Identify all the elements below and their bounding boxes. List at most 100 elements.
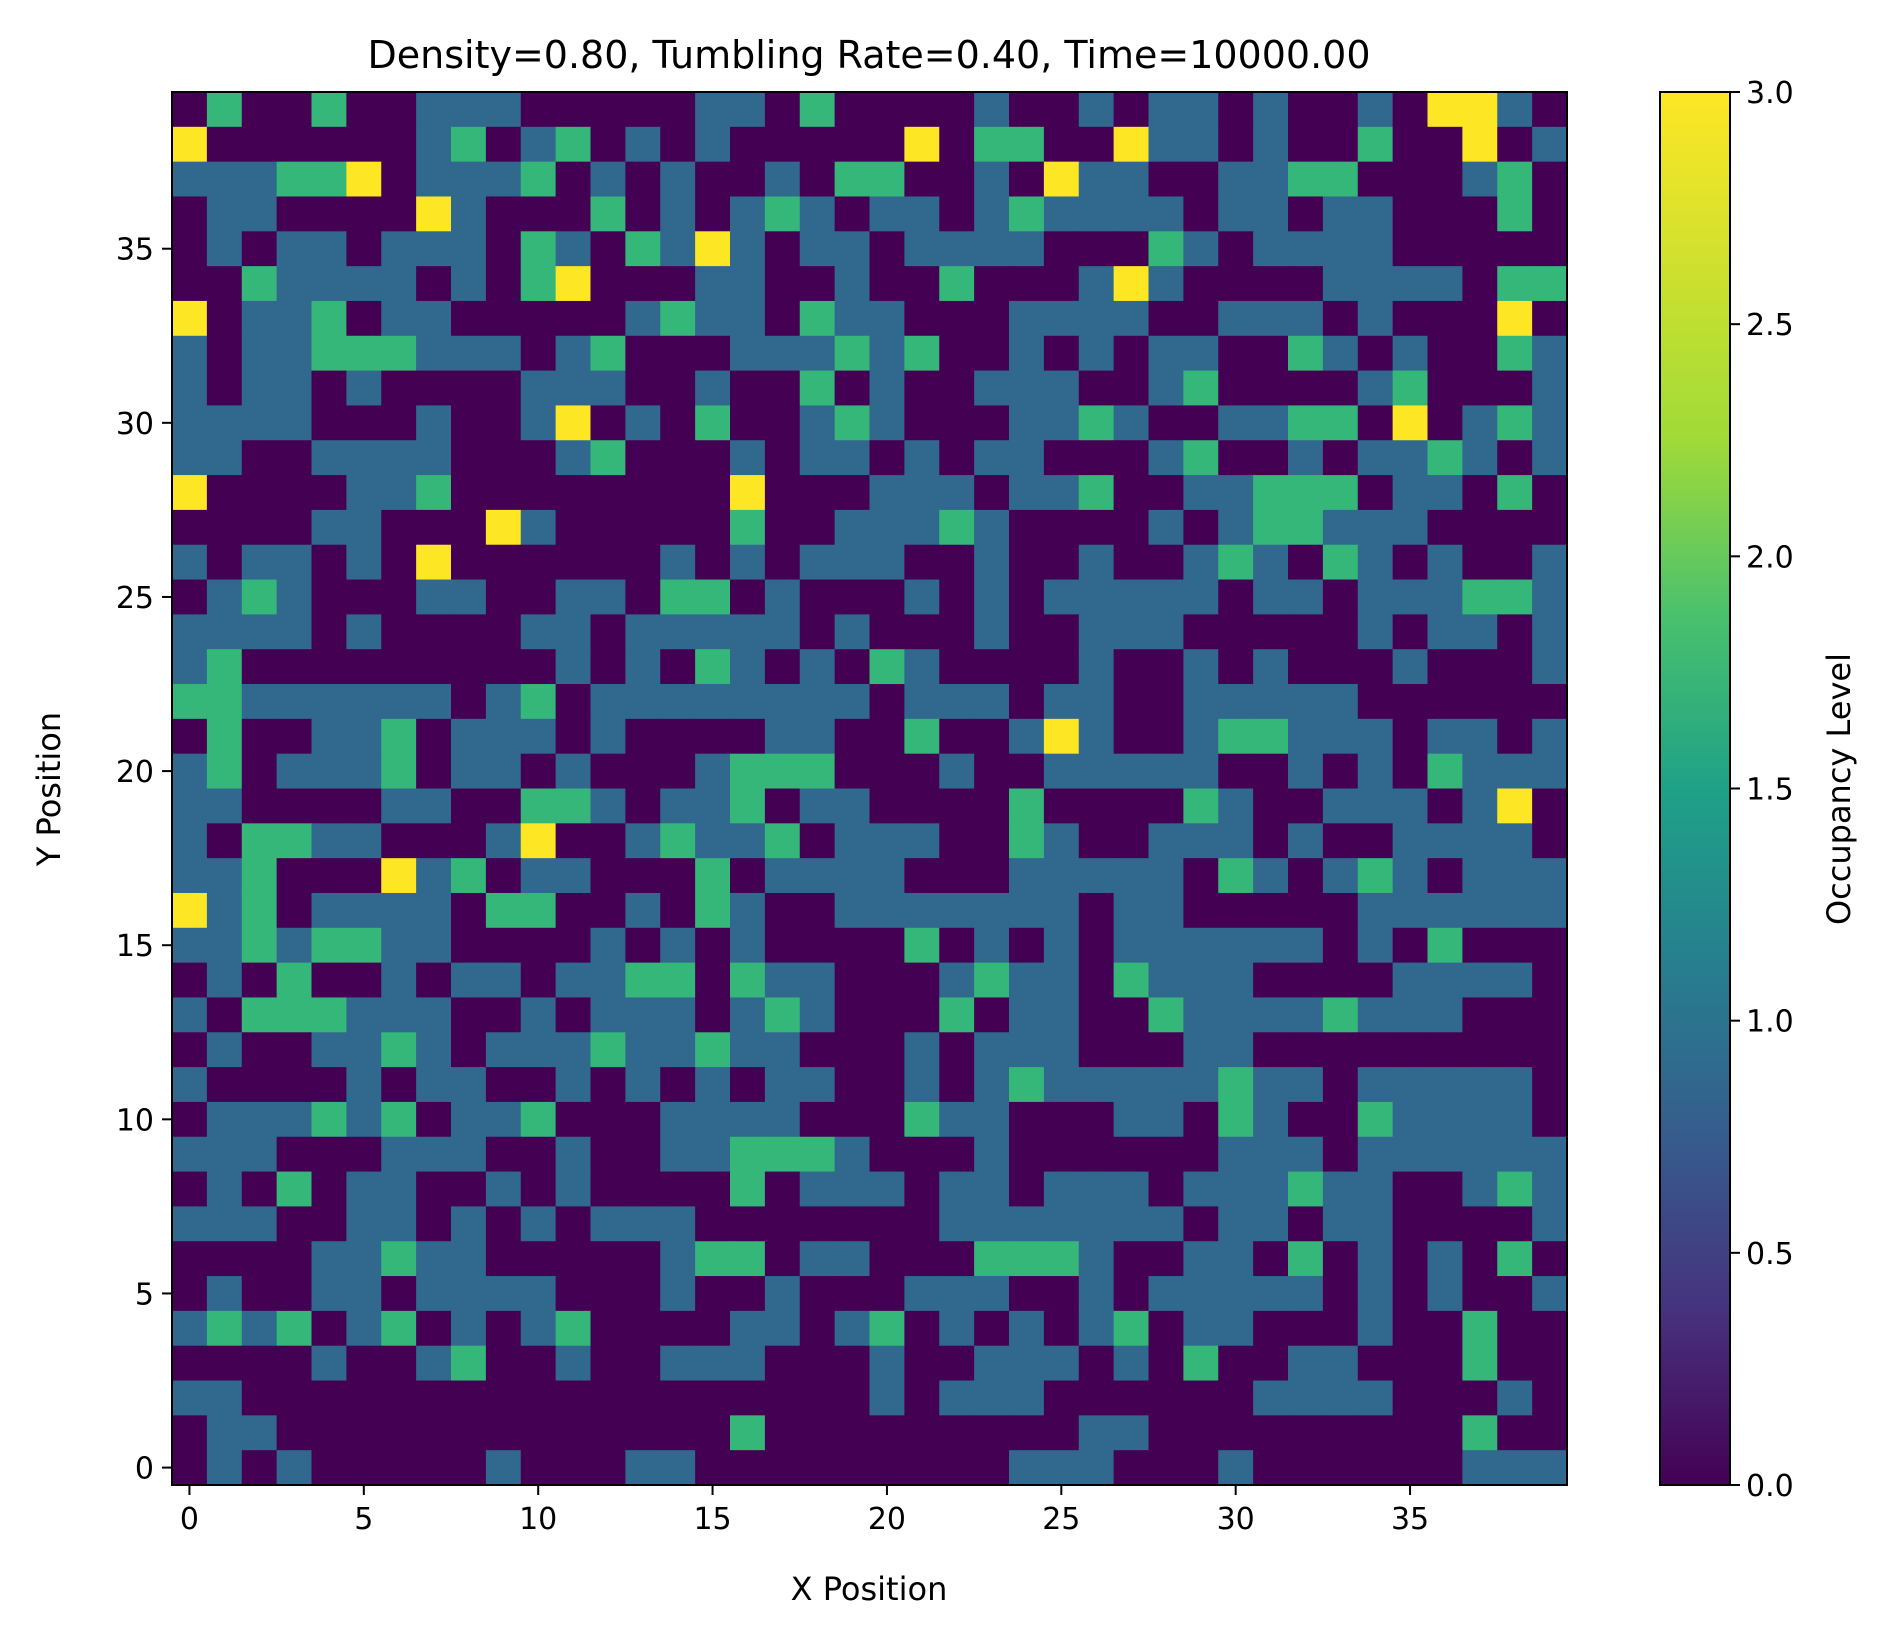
heatmap-cell [1113, 370, 1150, 407]
heatmap-cell [555, 892, 592, 929]
heatmap-cell [834, 1450, 871, 1486]
heatmap-cell [1392, 823, 1429, 859]
heatmap-cell [869, 370, 905, 407]
heatmap-cell [485, 509, 522, 546]
heatmap-cell [1427, 266, 1463, 302]
heatmap-cell [764, 1101, 801, 1138]
heatmap-cell [1183, 126, 1219, 163]
heatmap-cell [1497, 370, 1533, 407]
heatmap-cell [974, 544, 1010, 581]
heatmap-cell [346, 1032, 382, 1068]
heatmap-cell [1113, 1032, 1150, 1068]
heatmap-cell [834, 1310, 871, 1347]
heatmap-cell [660, 196, 696, 232]
heatmap-cell [799, 475, 836, 511]
heatmap-cell [416, 475, 452, 511]
heatmap-cell [485, 370, 522, 407]
heatmap-cell [555, 718, 592, 755]
heatmap-cell [346, 1310, 382, 1347]
heatmap-cell [1183, 718, 1219, 755]
heatmap-cell [1427, 475, 1463, 511]
heatmap-cell [730, 579, 766, 615]
heatmap-cell [1148, 92, 1184, 128]
heatmap-cell [799, 718, 836, 755]
heatmap-cell [1253, 823, 1289, 859]
heatmap-cell [416, 92, 452, 128]
heatmap-cell [590, 266, 626, 302]
heatmap-cell [206, 1067, 243, 1103]
heatmap-cell [1357, 1206, 1394, 1242]
heatmap-cell [1357, 196, 1394, 232]
heatmap-cell [1497, 927, 1533, 964]
heatmap-cell [346, 753, 382, 790]
heatmap-cell [555, 405, 592, 441]
heatmap-cell [695, 858, 731, 894]
heatmap-cell [660, 579, 696, 615]
heatmap-cell [695, 962, 731, 999]
heatmap-cell [1113, 1415, 1150, 1451]
heatmap-cell [520, 927, 557, 964]
heatmap-cell [1113, 1206, 1150, 1242]
heatmap-cell [764, 1067, 801, 1103]
heatmap-cell [1357, 1241, 1394, 1277]
heatmap-cell [1288, 1380, 1324, 1416]
heatmap-cell [695, 1310, 731, 1347]
heatmap-cell [346, 614, 382, 650]
heatmap-cell [1497, 684, 1533, 720]
heatmap-cell [451, 266, 487, 302]
heatmap-cell [1357, 997, 1394, 1033]
heatmap-cell [1218, 475, 1254, 511]
heatmap-cell [1427, 335, 1463, 372]
heatmap-cell [1253, 614, 1289, 650]
heatmap-cell [730, 335, 766, 372]
heatmap-cell [1078, 544, 1115, 581]
heatmap-cell [485, 753, 522, 790]
x-tick-label: 25 [1042, 1502, 1080, 1537]
heatmap-cell [625, 1276, 661, 1312]
heatmap-cell [1253, 231, 1289, 267]
heatmap-cell [660, 1101, 696, 1138]
heatmap-cell [625, 335, 661, 372]
heatmap-cell [660, 405, 696, 441]
heatmap-cell [1043, 509, 1080, 546]
y-axis-label: Y Position [30, 712, 68, 867]
heatmap-cell [869, 92, 905, 128]
heatmap-cell [1357, 1067, 1394, 1103]
heatmap-cell [520, 1415, 557, 1451]
heatmap-cell [1427, 614, 1463, 650]
heatmap-cell [904, 1345, 940, 1382]
heatmap-cell [1357, 266, 1394, 302]
heatmap-cell [381, 196, 417, 232]
heatmap-cell [904, 300, 940, 337]
heatmap-cell [520, 753, 557, 790]
heatmap-cell [1009, 1450, 1045, 1486]
heatmap-cell [1113, 1450, 1150, 1486]
heatmap-cell [799, 1101, 836, 1138]
heatmap-cell [346, 405, 382, 441]
heatmap-cell [416, 440, 452, 476]
heatmap-cell [172, 92, 208, 128]
heatmap-cell [1218, 1171, 1254, 1208]
heatmap-cell [276, 1450, 313, 1486]
heatmap-cell [172, 1450, 208, 1486]
heatmap-cell [241, 753, 278, 790]
heatmap-cell [834, 509, 871, 546]
heatmap-cell [1392, 475, 1429, 511]
heatmap-cell [1253, 475, 1289, 511]
heatmap-cell [485, 1310, 522, 1347]
heatmap-cell [1497, 544, 1533, 581]
heatmap-cell [206, 962, 243, 999]
heatmap-cell [834, 92, 871, 128]
heatmap-cell [904, 1276, 940, 1312]
heatmap-cell [1253, 718, 1289, 755]
heatmap-cell [1288, 300, 1324, 337]
heatmap-cell [1043, 1310, 1080, 1347]
heatmap-cell [1322, 1276, 1359, 1312]
heatmap-cell [1462, 962, 1498, 999]
heatmap-cell [1532, 823, 1568, 859]
heatmap-cell [241, 962, 278, 999]
heatmap-cell [172, 997, 208, 1033]
heatmap-cell [1427, 92, 1463, 128]
heatmap-cell [1427, 892, 1463, 929]
heatmap-cell [1148, 509, 1184, 546]
